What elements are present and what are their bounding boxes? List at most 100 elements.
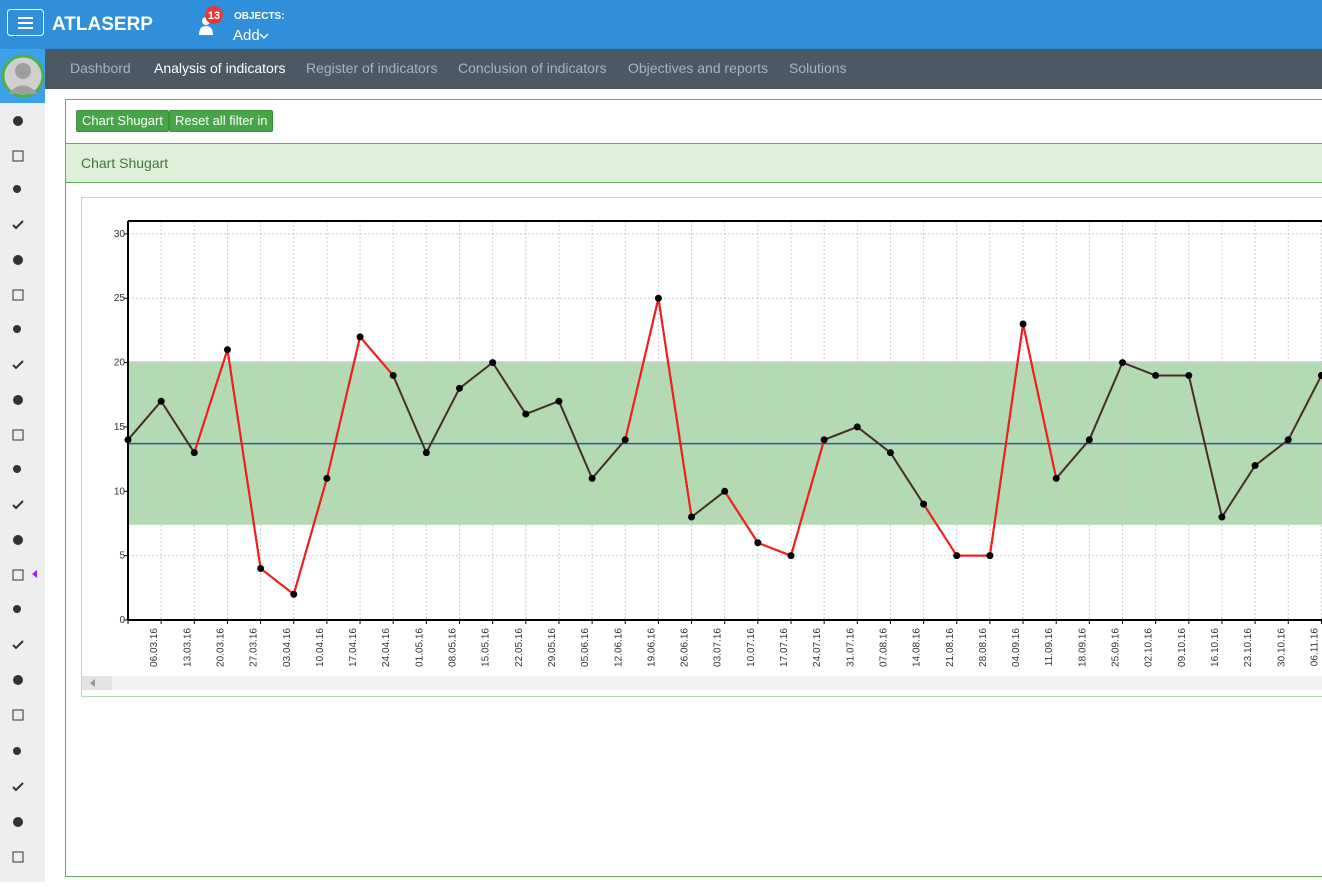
x-tick-label: 11.09.16 <box>1044 628 1055 667</box>
data-point[interactable] <box>1284 436 1292 444</box>
data-point[interactable] <box>1019 320 1027 328</box>
data-point[interactable] <box>920 500 928 508</box>
toolbar-button[interactable]: Reset all filter in <box>169 110 274 132</box>
data-point[interactable] <box>422 449 430 457</box>
menu-button[interactable] <box>7 9 45 37</box>
x-tick-label: 03.07.16 <box>713 628 724 667</box>
data-point[interactable] <box>1185 371 1193 379</box>
x-tick-label: 09.10.16 <box>1177 628 1188 667</box>
nav-item[interactable]: Analysis of indicators <box>154 60 286 76</box>
data-point[interactable] <box>754 539 762 547</box>
data-point[interactable] <box>654 294 662 302</box>
nav-item[interactable]: Register of indicators <box>306 60 438 76</box>
data-point[interactable] <box>1218 513 1226 521</box>
data-point[interactable] <box>588 474 596 482</box>
sidebar-icon[interactable] <box>12 569 24 581</box>
data-point[interactable] <box>389 371 397 379</box>
x-tick-label: 17.07.16 <box>779 628 790 667</box>
data-point[interactable] <box>1251 462 1259 470</box>
notification-icon[interactable]: 13 <box>196 5 228 37</box>
data-point[interactable] <box>489 359 497 367</box>
data-point[interactable] <box>1152 371 1160 379</box>
out-of-control-segment <box>325 336 362 479</box>
data-point[interactable] <box>555 397 563 405</box>
nav-bar: Dashbord Analysis of indicators Register o… <box>45 49 1322 89</box>
data-point[interactable] <box>323 474 331 482</box>
sidebar-icon[interactable] <box>12 782 24 792</box>
menu-bar <box>18 27 33 29</box>
scrollbar[interactable] <box>82 676 1322 690</box>
x-tick-label: 24.04.16 <box>381 628 392 667</box>
sidebar-icon[interactable] <box>13 747 21 755</box>
x-tick-label: 25.09.16 <box>1111 628 1122 667</box>
x-tick-label: 10.07.16 <box>746 628 757 667</box>
sidebar-icon[interactable] <box>13 116 23 126</box>
data-point[interactable] <box>190 449 198 457</box>
scroll-left-arrow <box>90 679 95 687</box>
scroll-left-button[interactable] <box>82 676 112 690</box>
sidebar <box>0 49 45 882</box>
data-point[interactable] <box>522 410 530 418</box>
sidebar-icon[interactable] <box>13 185 21 193</box>
x-tick-label: 19.06.16 <box>646 628 657 667</box>
data-point[interactable] <box>1085 436 1093 444</box>
chart-box <box>81 197 1322 697</box>
x-tick-label: 22.05.16 <box>514 628 525 667</box>
data-point[interactable] <box>1317 371 1322 379</box>
sidebar-icon[interactable] <box>13 255 23 265</box>
sidebar-icon[interactable] <box>12 150 24 162</box>
sidebar-icon[interactable] <box>13 535 23 545</box>
sidebar-icon[interactable] <box>13 325 21 333</box>
data-point[interactable] <box>1052 474 1060 482</box>
data-point[interactable] <box>223 346 231 354</box>
sidebar-icon[interactable] <box>13 395 23 405</box>
x-tick-label: 29.05.16 <box>547 628 558 667</box>
nav-item[interactable]: Solutions <box>789 60 847 76</box>
user-body <box>199 26 213 35</box>
data-point[interactable] <box>290 590 298 598</box>
toolbar-button[interactable]: Chart Shugart <box>76 110 169 132</box>
sidebar-icon[interactable] <box>12 851 24 863</box>
nav-item[interactable]: Objectives and reports <box>628 60 769 76</box>
sidebar-icon[interactable] <box>12 640 24 650</box>
data-point[interactable] <box>456 384 463 392</box>
x-tick-label: 07.08.16 <box>878 628 889 667</box>
sidebar-icon[interactable] <box>13 675 23 685</box>
y-tick-label: 5 <box>119 551 125 562</box>
data-point[interactable] <box>787 552 795 560</box>
sidebar-icon[interactable] <box>12 709 24 721</box>
out-of-control-segment <box>292 478 328 595</box>
data-point[interactable] <box>820 436 828 444</box>
sidebar-icon[interactable] <box>13 605 21 613</box>
data-point[interactable] <box>986 552 994 560</box>
panel-title: Chart Shugart <box>81 155 169 171</box>
sidebar-icon[interactable] <box>12 360 24 370</box>
sidebar-icon[interactable] <box>12 289 24 301</box>
data-point[interactable] <box>1119 359 1126 367</box>
data-point[interactable] <box>257 565 265 573</box>
panel-heading: Chart Shugart <box>66 143 1322 183</box>
x-tick-label: 30.10.16 <box>1276 628 1287 667</box>
data-point[interactable] <box>953 552 961 560</box>
data-point[interactable] <box>853 423 861 431</box>
data-point[interactable] <box>157 397 165 405</box>
data-point[interactable] <box>356 333 364 341</box>
data-point[interactable] <box>124 436 132 444</box>
data-point[interactable] <box>688 513 696 521</box>
nav-item[interactable]: Conclusion of indicators <box>458 60 607 76</box>
badge-count: 13 <box>208 10 220 22</box>
data-point[interactable] <box>886 449 894 457</box>
objects-add[interactable]: Add <box>233 27 260 44</box>
x-tick-label: 04.09.16 <box>1011 628 1022 667</box>
sidebar-icon[interactable] <box>12 429 24 441</box>
sidebar-icon[interactable] <box>13 817 23 827</box>
sidebar-icon[interactable] <box>12 220 24 230</box>
out-of-control-segment <box>226 349 262 569</box>
nav-item[interactable]: Dashbord <box>70 60 131 76</box>
data-point[interactable] <box>721 487 729 495</box>
sidebar-icons <box>0 49 45 863</box>
brand[interactable]: ATLASERP <box>52 14 153 35</box>
sidebar-icon[interactable] <box>13 465 21 473</box>
data-point[interactable] <box>621 436 629 444</box>
sidebar-icon[interactable] <box>12 500 24 510</box>
